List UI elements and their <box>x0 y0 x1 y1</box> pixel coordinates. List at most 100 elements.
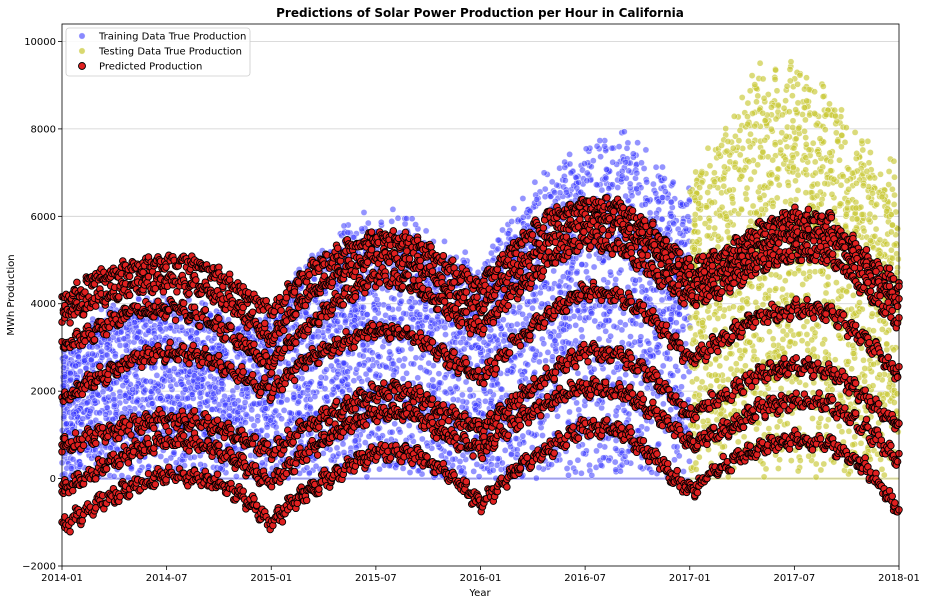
training-point <box>667 198 675 206</box>
training-point <box>272 407 280 415</box>
training-point <box>164 393 172 401</box>
training-point <box>121 391 129 399</box>
training-point <box>410 360 418 368</box>
training-point <box>403 215 410 222</box>
training-point <box>488 249 495 257</box>
training-point <box>519 310 526 318</box>
training-point <box>368 349 376 357</box>
training-point <box>142 321 150 329</box>
training-point <box>630 150 637 158</box>
training-point <box>600 311 608 318</box>
training-point <box>422 227 430 235</box>
training-point <box>120 335 128 343</box>
training-point <box>566 323 573 331</box>
training-point <box>526 207 534 215</box>
training-point <box>72 362 79 370</box>
training-point <box>541 185 549 193</box>
training-point <box>494 236 502 244</box>
training-point <box>359 341 367 349</box>
training-point <box>473 461 481 468</box>
training-point <box>529 304 536 312</box>
training-point <box>663 355 671 362</box>
training-point <box>642 201 649 208</box>
training-point <box>278 415 285 423</box>
training-point <box>61 470 69 478</box>
training-point <box>644 384 651 392</box>
training-point <box>394 214 402 222</box>
training-point <box>344 368 351 376</box>
training-point <box>555 332 563 339</box>
training-point <box>494 245 502 253</box>
training-point <box>575 442 583 450</box>
training-point <box>340 359 348 367</box>
training-point <box>637 333 645 341</box>
training-point <box>659 362 667 370</box>
training-point <box>358 225 366 233</box>
training-point <box>672 363 680 370</box>
training-point <box>549 353 556 361</box>
training-point <box>577 188 585 196</box>
training-point <box>597 153 604 160</box>
training-point <box>172 459 180 467</box>
training-point <box>272 423 280 431</box>
training-point <box>263 423 271 431</box>
training-point <box>238 390 246 398</box>
training-point <box>436 379 443 387</box>
training-point <box>375 353 382 361</box>
training-point <box>441 324 449 331</box>
training-point <box>561 158 569 166</box>
training-point <box>512 435 520 442</box>
training-point <box>590 157 597 164</box>
training-point <box>364 219 372 227</box>
training-point <box>248 406 256 414</box>
training-point <box>411 299 419 306</box>
training-point <box>390 295 398 303</box>
training-point <box>441 374 449 381</box>
training-point <box>658 296 666 304</box>
training-point <box>375 434 383 442</box>
training-point <box>429 376 437 384</box>
training-point <box>60 358 67 366</box>
training-point <box>233 473 240 480</box>
training-point <box>338 377 346 385</box>
training-point <box>96 409 103 417</box>
training-point <box>416 311 424 319</box>
training-point <box>547 333 554 341</box>
training-point <box>118 472 126 479</box>
training-point <box>573 399 580 407</box>
training-point <box>664 349 671 357</box>
training-point <box>612 466 620 474</box>
training-point <box>531 369 539 376</box>
training-point <box>540 169 548 177</box>
training-point <box>568 264 576 272</box>
training-point <box>200 431 208 438</box>
training-point <box>302 309 310 317</box>
training-point <box>652 163 660 171</box>
training-point <box>593 181 600 188</box>
training-point <box>608 144 616 152</box>
training-point <box>498 385 506 393</box>
training-point <box>256 399 263 407</box>
training-point <box>574 369 582 377</box>
training-point <box>566 459 574 467</box>
training-point <box>660 308 667 315</box>
training-point <box>532 351 539 359</box>
training-point <box>662 188 669 195</box>
training-point <box>111 401 118 409</box>
training-point <box>575 406 583 414</box>
training-point <box>482 397 489 405</box>
training-point <box>371 306 379 314</box>
training-point <box>529 345 537 353</box>
training-point <box>457 339 465 346</box>
training-point <box>241 399 249 406</box>
training-point <box>623 458 631 466</box>
training-point <box>538 300 546 308</box>
training-point <box>558 345 565 352</box>
training-point <box>286 409 294 417</box>
training-point <box>352 437 359 445</box>
training-point <box>87 419 94 426</box>
training-point <box>624 139 632 147</box>
training-point <box>431 320 439 328</box>
training-point <box>218 380 226 387</box>
training-point <box>88 356 95 364</box>
